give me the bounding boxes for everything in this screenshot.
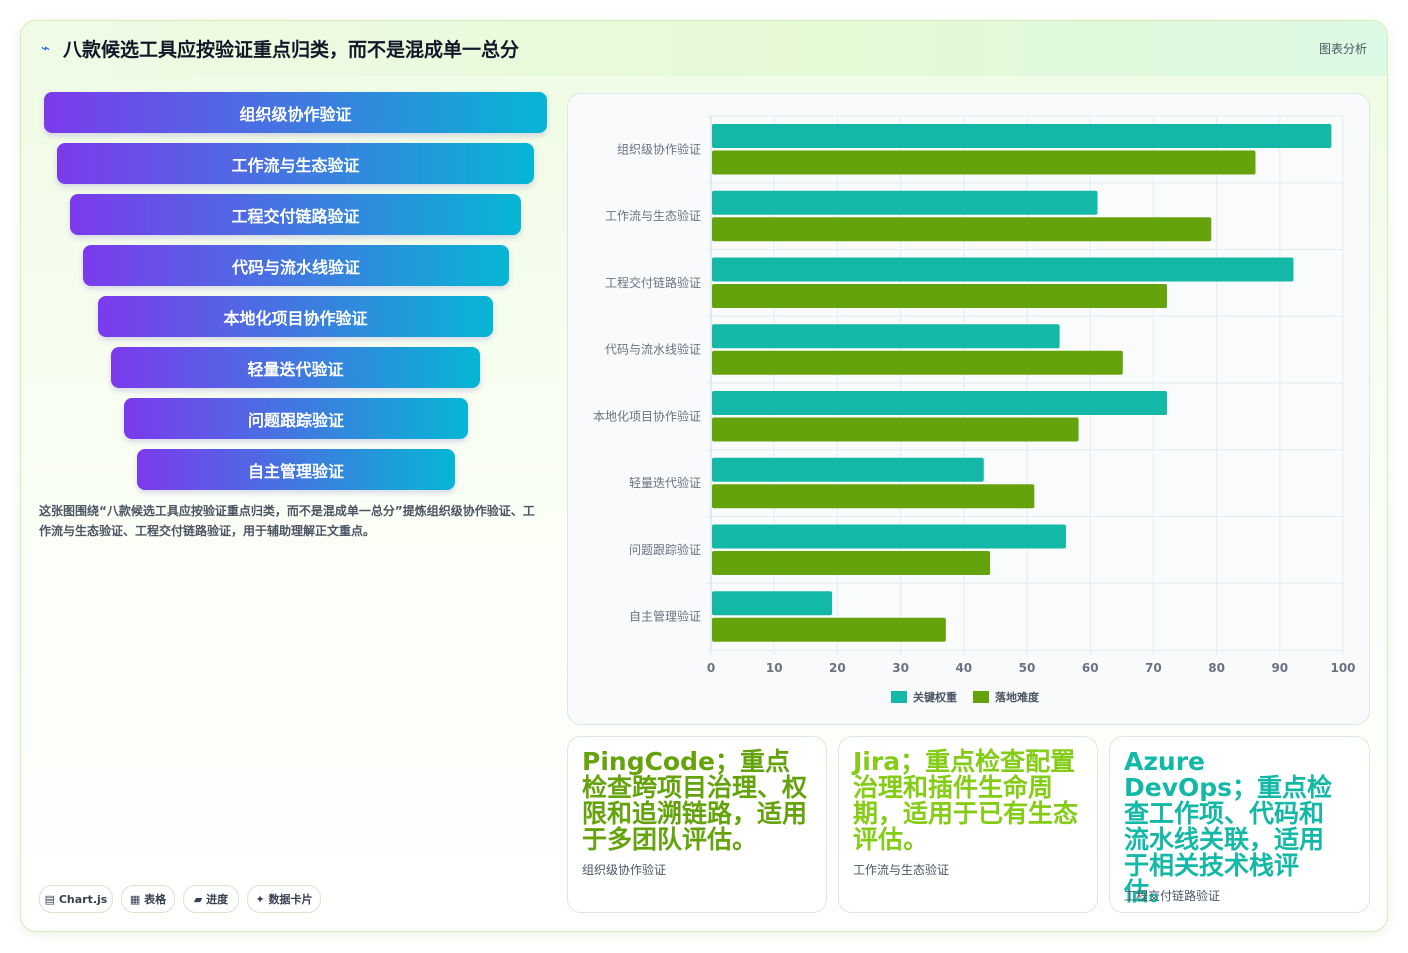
pill-data-card[interactable]: ✦ 数据卡片 (247, 885, 321, 913)
y-tick-label: 代码与流水线验证 (605, 342, 701, 357)
bar-difficulty (712, 417, 1079, 442)
funnel-bar: 工作流与生态验证 (57, 143, 534, 184)
y-tick-label: 组织级协作验证 (617, 141, 701, 156)
pill-table[interactable]: ▦ 表格 (121, 885, 175, 913)
chart-description: 这张图围绕“八款候选工具应按验证重点归类，而不是混成单一总分”提炼组织级协作验证… (39, 504, 535, 538)
x-tick-label: 60 (1082, 661, 1099, 675)
kpi-card-jira: Jira；重点检查配置治理和插件生命周期，适用于已有生态评估。 工作流与生态验证 (838, 736, 1098, 913)
y-tick-label: 工程交付链路验证 (605, 275, 701, 290)
page-title: 八款候选工具应按验证重点归类，而不是混成单一总分 (63, 39, 520, 61)
x-tick-label: 100 (1330, 661, 1355, 675)
bar-key-weight (712, 457, 984, 482)
bar-key-weight (712, 124, 1332, 148)
pill-progress[interactable]: ▰ 进度 (183, 885, 239, 913)
y-tick-label: 本地化项目协作验证 (593, 408, 701, 423)
y-tick-label: 自主管理验证 (629, 609, 701, 624)
bar-key-weight (712, 391, 1168, 415)
legend-label: 关键权重 (913, 690, 957, 704)
x-tick-label: 10 (766, 661, 783, 675)
x-tick-label: 70 (1145, 661, 1162, 675)
kpi-main-text: Azure DevOps；重点检查工作项、代码和流水线关联，适用于相关技术栈评估… (1124, 747, 1333, 906)
bar-chart-panel: 0 10 20 30 40 50 60 70 80 90 100 组织级协作验证工作流与生态验证 工程交… (567, 93, 1370, 725)
funnel-bar: 工程交付链路验证 (70, 194, 521, 235)
funnel-bar: 组织级协作验证 (44, 92, 547, 133)
header-tag: 图表分析 (1318, 42, 1367, 56)
x-tick-label: 40 (955, 661, 972, 675)
y-tick-label: 工作流与生态验证 (605, 208, 701, 223)
x-tick-label: 0 (707, 661, 715, 675)
y-tick-label: 问题跟踪验证 (629, 542, 701, 557)
bar-chart: 0 10 20 30 40 50 60 70 80 90 100 组织级协作验证工作流与生态验证工程交… (593, 115, 1356, 704)
x-tick-label: 80 (1208, 661, 1225, 675)
bar-difficulty (712, 150, 1256, 175)
funnel-bar: 本地化项目协作验证 (98, 296, 493, 337)
bar-difficulty (712, 551, 991, 575)
bar-difficulty (712, 284, 1168, 308)
x-tick-label: 20 (829, 661, 846, 675)
legend-swatch (973, 691, 989, 703)
kpi-card-azure-devops: Azure DevOps；重点检查工作项、代码和流水线关联，适用于相关技术栈评估… (1109, 736, 1370, 913)
kpi-main-text: Jira；重点检查配置治理和插件生命周期，适用于已有生态评估。 (853, 747, 1079, 854)
bar-difficulty (712, 350, 1123, 375)
bar-key-weight (712, 324, 1060, 349)
kpi-sub-text: 工程交付链路验证 (1124, 889, 1221, 903)
bar-difficulty (712, 217, 1212, 242)
main-card: ⌁ 八款候选工具应按验证重点归类，而不是混成单一总分 图表分析 组织级协作验证工… (20, 20, 1388, 932)
funnel-bar: 代码与流水线验证 (83, 245, 509, 286)
kpi-sub-text: 组织级协作验证 (582, 863, 667, 877)
pill-chartjs[interactable]: ▤ Chart.js (39, 885, 113, 913)
x-tick-label: 30 (892, 661, 909, 675)
x-tick-label: 50 (1019, 661, 1036, 675)
x-tick-label: 90 (1271, 661, 1288, 675)
bar-key-weight (712, 591, 833, 616)
funnel-bar: 轻量迭代验证 (111, 347, 480, 388)
kpi-main-text: PingCode；重点检查跨项目治理、权限和追溯链路，适用于多团队评估。 (582, 747, 808, 854)
wave-icon: ⌁ (41, 39, 51, 57)
funnel-bar: 问题跟踪验证 (124, 398, 468, 439)
legend-label: 落地难度 (995, 690, 1040, 704)
header: ⌁ 八款候选工具应按验证重点归类，而不是混成单一总分 图表分析 (21, 21, 1387, 76)
bar-key-weight (712, 190, 1098, 215)
funnel-bar: 自主管理验证 (137, 449, 455, 490)
bar-key-weight (712, 257, 1294, 282)
bar-difficulty (712, 617, 946, 642)
kpi-card-pingcode: PingCode；重点检查跨项目治理、权限和追溯链路，适用于多团队评估。 组织级… (567, 736, 827, 913)
bar-key-weight (712, 524, 1066, 549)
bar-difficulty (712, 484, 1035, 509)
legend-swatch (891, 691, 907, 703)
kpi-sub-text: 工作流与生态验证 (853, 863, 950, 877)
y-tick-label: 轻量迭代验证 (629, 475, 701, 490)
